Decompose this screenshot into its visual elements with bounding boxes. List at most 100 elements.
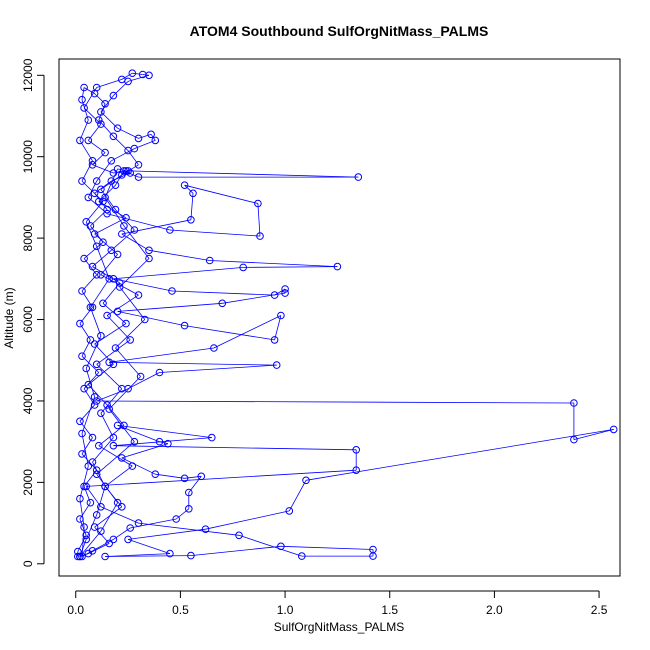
series-line-segment — [83, 87, 95, 94]
data-point — [76, 417, 84, 426]
x-tick-label: 0.0 — [67, 603, 84, 617]
series-line-segment — [117, 311, 185, 326]
series-line-segment — [79, 498, 85, 528]
series-line-segment — [205, 510, 290, 530]
series-line-segment — [127, 372, 160, 390]
series-line-segment — [121, 457, 156, 475]
x-tick-label: 2.5 — [591, 603, 608, 617]
data-point — [118, 454, 126, 462]
data-point — [103, 401, 111, 409]
data-point — [189, 189, 197, 198]
series-line-segment — [83, 486, 91, 503]
series-line-segment — [100, 274, 139, 296]
data-point — [270, 291, 279, 299]
data-point — [281, 289, 289, 297]
series-line-segment — [94, 93, 106, 105]
data-point — [124, 77, 132, 86]
series-line-segment — [113, 445, 357, 451]
data-point — [197, 472, 206, 481]
data-point — [109, 169, 118, 177]
series-line-segment — [113, 278, 173, 292]
data-point — [82, 531, 90, 540]
series-line-segment — [111, 229, 135, 251]
x-axis-label: SulfOrgNitMass_PALMS — [274, 620, 404, 634]
data-point — [80, 482, 88, 491]
data-point — [272, 361, 281, 369]
series-line-segment — [79, 466, 89, 499]
data-point — [145, 254, 153, 263]
data-point — [80, 384, 88, 393]
series-line-segment — [111, 148, 135, 162]
data-point — [76, 552, 84, 561]
data-point — [88, 433, 97, 442]
data-point — [74, 547, 82, 556]
series-line-segment — [100, 502, 118, 532]
data-point — [88, 303, 97, 312]
series-line-segment — [128, 528, 206, 540]
series-line-segment — [117, 302, 223, 312]
series-line-segment — [155, 473, 185, 479]
data-point — [109, 360, 118, 369]
data-point — [92, 470, 101, 479]
series-line-segment — [280, 545, 374, 550]
series-line-segment — [102, 282, 121, 304]
series-line-segment — [92, 249, 112, 267]
series-line-segment — [109, 361, 277, 366]
data-point — [570, 399, 578, 407]
data-point — [92, 360, 101, 369]
series-line-segment — [85, 486, 102, 508]
data-point — [76, 494, 84, 503]
series-line-segment — [138, 522, 240, 536]
series-line-segment — [92, 152, 106, 166]
data-point — [285, 507, 294, 515]
data-point — [111, 181, 120, 189]
series-line-segment — [96, 400, 574, 404]
data-point — [101, 148, 109, 157]
data-point — [187, 216, 195, 224]
data-point — [115, 279, 124, 287]
data-point — [101, 100, 109, 108]
series-line-segment — [117, 127, 139, 139]
data-point — [90, 89, 99, 98]
data-point — [302, 476, 310, 485]
data-point — [95, 368, 103, 377]
series-line-segment — [184, 184, 194, 194]
data-point — [90, 189, 99, 198]
data-point — [109, 132, 118, 141]
data-point — [95, 116, 103, 124]
series-line-segment — [159, 441, 168, 445]
data-point — [80, 83, 88, 92]
data-point — [333, 262, 342, 271]
y-tick-label: 4000 — [21, 387, 35, 414]
series-line-segment — [108, 408, 135, 442]
data-point — [122, 214, 130, 222]
series-line-segment — [100, 174, 123, 190]
series-line-segment — [81, 87, 85, 100]
series-line-segment — [127, 539, 171, 554]
data-point — [155, 368, 164, 377]
data-point — [97, 271, 105, 279]
series-line-segment — [100, 254, 118, 276]
y-axis: 0 2000 4000 6000 8000 10000 12000 — [21, 58, 45, 567]
data-point — [145, 71, 153, 80]
series-line-segment — [96, 441, 135, 475]
y-axis-label: Altitude (m) — [2, 287, 16, 348]
series-line-segment — [100, 413, 114, 438]
data-point — [115, 283, 124, 291]
data-point — [103, 209, 111, 218]
series-line-segment — [96, 473, 118, 503]
series-line-segment — [92, 266, 120, 284]
data-point — [185, 488, 193, 497]
data-point — [97, 332, 105, 340]
series-line-segment — [94, 343, 114, 365]
data-point — [172, 515, 180, 523]
data-point — [86, 303, 95, 312]
data-point — [86, 498, 95, 507]
series-line-segment — [257, 203, 261, 237]
data-point — [111, 205, 120, 214]
data-point — [352, 446, 361, 454]
data-point — [201, 525, 210, 534]
data-point — [609, 425, 618, 434]
data-point — [145, 246, 153, 255]
